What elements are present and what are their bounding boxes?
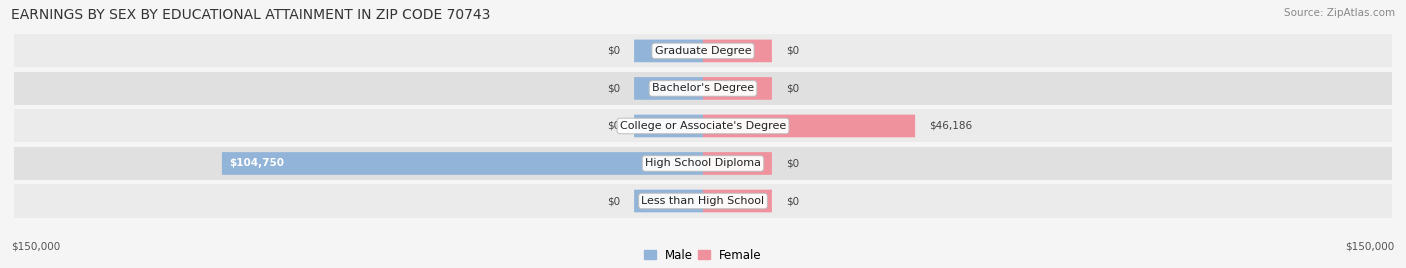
Text: Graduate Degree: Graduate Degree — [655, 46, 751, 56]
Bar — [14, 34, 1392, 68]
Text: $0: $0 — [607, 83, 620, 94]
Text: $0: $0 — [786, 46, 799, 56]
FancyBboxPatch shape — [703, 115, 915, 137]
FancyBboxPatch shape — [634, 115, 703, 137]
Bar — [14, 147, 1392, 180]
FancyBboxPatch shape — [222, 152, 703, 175]
Text: Source: ZipAtlas.com: Source: ZipAtlas.com — [1284, 8, 1395, 18]
FancyBboxPatch shape — [703, 190, 772, 212]
Text: EARNINGS BY SEX BY EDUCATIONAL ATTAINMENT IN ZIP CODE 70743: EARNINGS BY SEX BY EDUCATIONAL ATTAINMEN… — [11, 8, 491, 22]
FancyBboxPatch shape — [703, 152, 772, 175]
Text: $0: $0 — [607, 196, 620, 206]
Text: $46,186: $46,186 — [929, 121, 972, 131]
Legend: Male, Female: Male, Female — [640, 244, 766, 266]
FancyBboxPatch shape — [634, 190, 703, 212]
Text: $150,000: $150,000 — [11, 242, 60, 252]
Text: $150,000: $150,000 — [1346, 242, 1395, 252]
Bar — [14, 72, 1392, 105]
Bar — [14, 184, 1392, 218]
Bar — [14, 109, 1392, 143]
FancyBboxPatch shape — [634, 40, 703, 62]
FancyBboxPatch shape — [703, 40, 772, 62]
Text: $0: $0 — [607, 121, 620, 131]
Text: College or Associate's Degree: College or Associate's Degree — [620, 121, 786, 131]
FancyBboxPatch shape — [634, 77, 703, 100]
Text: $0: $0 — [786, 158, 799, 169]
FancyBboxPatch shape — [703, 77, 772, 100]
Text: Less than High School: Less than High School — [641, 196, 765, 206]
Text: $0: $0 — [786, 196, 799, 206]
Text: $0: $0 — [607, 46, 620, 56]
Text: Bachelor's Degree: Bachelor's Degree — [652, 83, 754, 94]
Text: $104,750: $104,750 — [229, 158, 284, 169]
Text: High School Diploma: High School Diploma — [645, 158, 761, 169]
Text: $0: $0 — [786, 83, 799, 94]
